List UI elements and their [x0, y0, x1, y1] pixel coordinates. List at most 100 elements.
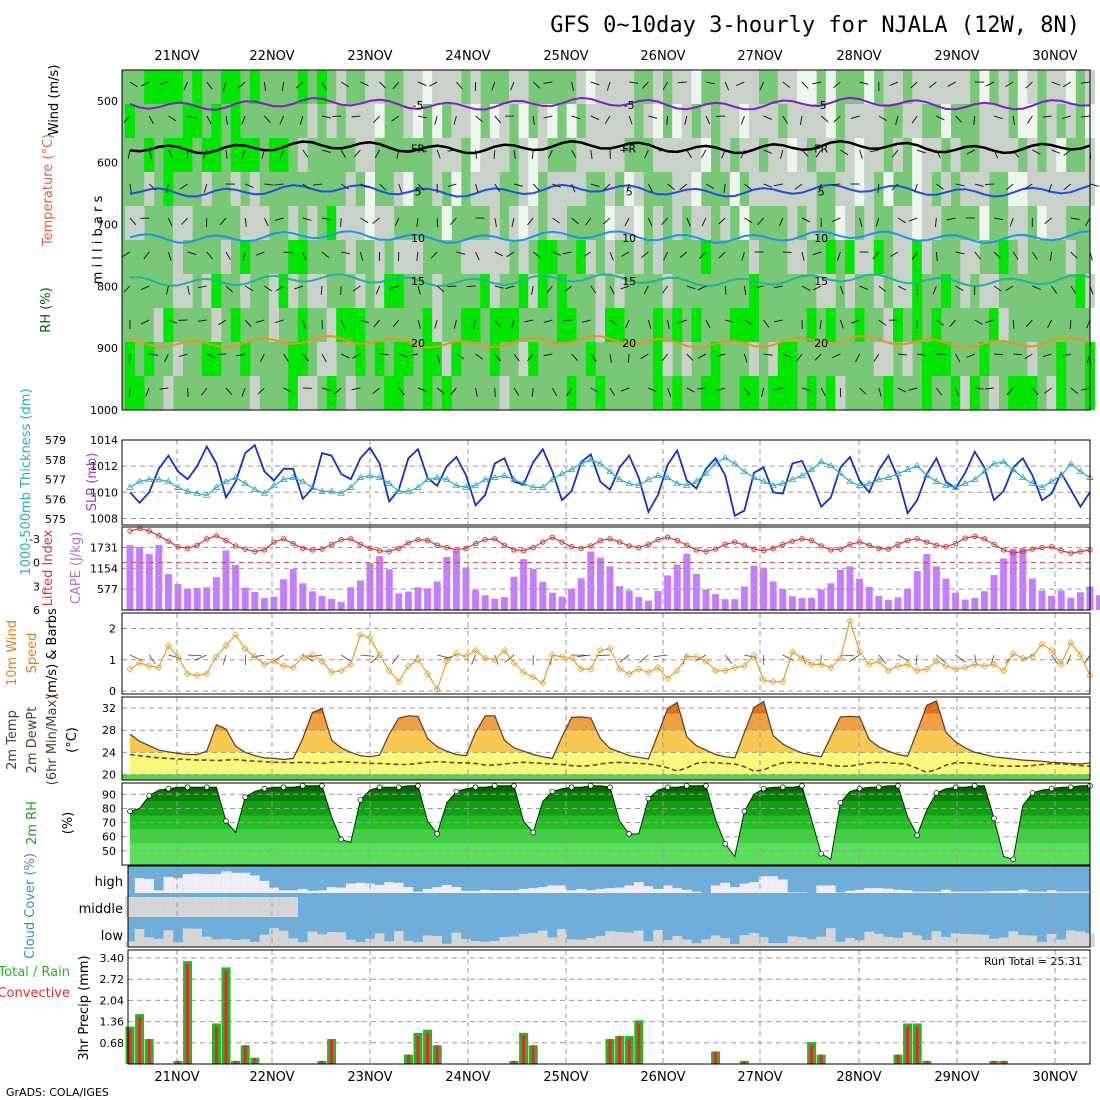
rh-shade-cell	[384, 376, 395, 410]
rh-shade-cell	[787, 70, 798, 104]
rh-shade-cell	[566, 308, 577, 342]
rh-shade-cell	[1065, 172, 1076, 206]
rh-shade-cell	[1027, 70, 1038, 104]
upper-wind-barb	[531, 149, 534, 160]
upper-wind-barb	[626, 183, 630, 193]
pressure-tick-label: 900	[97, 342, 118, 355]
rh-shade-cell	[211, 308, 222, 342]
temp-axis-title: 2m Temp	[5, 710, 20, 770]
rh-shade-cell	[941, 70, 951, 104]
rh-shade-cell	[739, 308, 750, 342]
upper-wind-barb	[782, 251, 792, 254]
rh-shade-cell	[931, 308, 942, 342]
lifted-index-marker	[1077, 548, 1084, 555]
isotherm-label: 5	[818, 186, 825, 199]
low-cloud-gap	[451, 932, 462, 947]
low-cloud-gap	[442, 943, 452, 947]
upper-wind-barb	[911, 251, 918, 260]
rh-shade-cell	[624, 206, 635, 240]
precip-convective-bar	[176, 1060, 180, 1064]
thickness-marker	[1057, 471, 1065, 478]
upper-wind-barb	[320, 285, 323, 296]
rh-shade-cell	[701, 376, 711, 410]
upper-wind-barb	[491, 81, 496, 91]
top-date-label: 30NOV	[1032, 49, 1077, 64]
thickness-marker	[1047, 477, 1056, 484]
upper-wind-barb	[334, 387, 342, 395]
rh-shade-cell	[806, 206, 817, 240]
upper-wind-barb	[662, 81, 669, 91]
rh-shade-cell	[989, 274, 999, 308]
upper-wind-barb	[379, 183, 387, 191]
low-cloud-gap	[835, 941, 846, 947]
upper-wind-barb	[936, 115, 945, 121]
rh-shade-cell	[211, 104, 222, 138]
upper-wind-barb	[571, 149, 577, 159]
rh-shade-cell	[393, 172, 404, 206]
wind-speed-marker	[347, 660, 355, 669]
cape-bar	[548, 592, 556, 610]
rh-shade-cell	[1017, 70, 1028, 104]
upper-wind-barb	[321, 115, 331, 119]
rh-shade-cell	[787, 172, 798, 206]
wind-speed-marker	[385, 667, 393, 675]
thickness-marker	[462, 483, 470, 490]
cape-bar	[884, 599, 892, 610]
upper-wind-barb	[302, 217, 312, 221]
dewpoint-line	[129, 753, 1091, 774]
rh-shade-cell	[317, 342, 327, 376]
cape-bar	[568, 588, 576, 610]
upper-wind-barb	[814, 353, 822, 361]
thickness-marker	[961, 479, 969, 486]
rh-shade-cell	[873, 342, 884, 376]
low-cloud-gap	[528, 932, 538, 947]
precip-convective-bar	[531, 1045, 535, 1064]
rh-shade-cell	[451, 172, 462, 206]
bottom-date-label: 29NOV	[934, 1070, 979, 1085]
high-cloud-gap	[384, 882, 394, 893]
low-cloud-gap	[269, 928, 279, 947]
rh-shade-cell	[854, 138, 865, 172]
rh-shade-cell	[470, 104, 481, 138]
thickness-marker	[1038, 483, 1046, 490]
cape-bar	[606, 566, 614, 610]
rh-shade-cell	[288, 342, 299, 376]
cape-bar	[616, 586, 624, 610]
rh-shade-cell	[585, 240, 596, 274]
wind-axis-units: (m/s) & Barbs	[45, 608, 60, 698]
low-cloud-gap	[307, 931, 318, 947]
wind-speed-marker	[433, 685, 441, 694]
isotherm-label: FR	[622, 142, 636, 155]
wind-speed-marker	[462, 653, 470, 661]
thickness-marker	[1067, 459, 1075, 467]
rh-shade-cell	[1065, 70, 1076, 104]
rh-shade-cell	[297, 240, 308, 274]
rh-shade-cell	[739, 104, 750, 138]
bottom-date-label: 28NOV	[836, 1070, 881, 1085]
chart-title: GFS 0~10day 3-hourly for NJALA (12W, 8N)	[550, 13, 1080, 38]
upper-wind-barb	[128, 387, 131, 398]
upper-wind-barb	[129, 81, 138, 88]
low-cloud-gap	[240, 939, 250, 947]
thickness-marker	[1028, 479, 1037, 486]
high-cloud-gap	[1008, 890, 1018, 893]
wind-speed-marker	[1057, 660, 1065, 669]
rh-shade-cell	[624, 172, 635, 206]
upper-wind-barb	[453, 319, 457, 329]
rh-shade-cell	[672, 308, 683, 342]
wind-speed-marker	[308, 651, 316, 659]
upper-wind-barb	[716, 387, 726, 392]
rh-marker	[895, 783, 901, 789]
rh-shade-cell	[758, 104, 769, 138]
low-cloud-gap	[960, 933, 970, 947]
rh-shade-cell	[230, 104, 241, 138]
thickness-marker	[567, 465, 576, 473]
low-cloud-gap	[710, 935, 721, 947]
rh-marker	[300, 783, 306, 789]
upper-wind-barb	[299, 115, 304, 125]
wind-speed-marker	[596, 646, 604, 654]
rh-shade-cell	[893, 308, 903, 342]
upper-wind-barb	[218, 319, 227, 326]
rh-shade-cell	[960, 70, 971, 104]
thickness-marker	[673, 479, 681, 486]
